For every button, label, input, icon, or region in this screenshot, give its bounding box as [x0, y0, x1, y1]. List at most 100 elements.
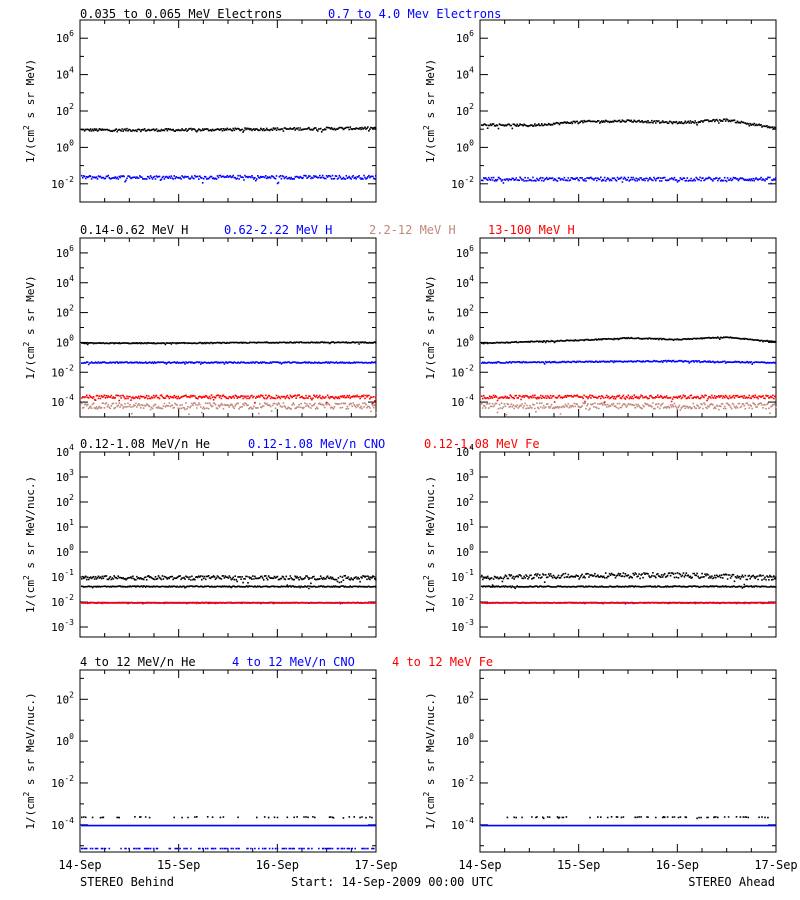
- y-tick-label: 10-3: [451, 618, 474, 634]
- y-tick-label: 106: [56, 244, 74, 260]
- legend-row2-item1: 0.14-0.62 MeV H: [80, 223, 188, 237]
- plot-frame: [79, 451, 377, 638]
- y-tick-label: 103: [56, 468, 74, 484]
- series-points: [481, 601, 777, 605]
- legend-row3-item1: 0.12-1.08 MeV/n He: [80, 437, 210, 451]
- y-tick-label: 101: [56, 518, 74, 534]
- series-3: [481, 601, 777, 605]
- footer-start-time: Start: 14-Sep-2009 00:00 UTC: [291, 875, 493, 889]
- panel-r3-behind: 104 103 102 101 100 10-1 10-2 10-3 1/(cm2 s sr M…: [22, 443, 377, 638]
- plot-frame: [479, 669, 777, 853]
- y-tick-label: 102: [56, 493, 74, 509]
- y-tick-label: 10-1: [451, 568, 474, 584]
- legend-row4-item2: 4 to 12 MeV/n CNO: [232, 655, 355, 669]
- series-0: [81, 341, 377, 346]
- plot-frame: [79, 237, 377, 418]
- y-tick-label: 10-1: [51, 568, 74, 584]
- series-2: [481, 402, 777, 416]
- series-points: [481, 176, 777, 185]
- series-points: [481, 572, 777, 586]
- series-points: [481, 585, 777, 590]
- series-0: [481, 336, 777, 345]
- series-1: [481, 824, 777, 827]
- series-3: [81, 601, 377, 605]
- y-tick-label: 10-2: [451, 593, 474, 609]
- series-points: [81, 361, 377, 366]
- y-tick-label: 102: [56, 102, 74, 118]
- y-tick-label: 104: [456, 443, 474, 459]
- y-tick-label: 10-2: [51, 175, 74, 191]
- y-tick-label: 102: [456, 493, 474, 509]
- series-points: [506, 816, 769, 820]
- panel-r4-behind: 102 100 10-2 10-4 14-Sep 15-Sep 16-Sep 17-Sep 1/…: [22, 669, 398, 872]
- series-0: [481, 118, 777, 130]
- y-axis-label: 1/(cm2 s sr MeV/nuc.): [22, 476, 37, 613]
- y-tick-label: 100: [456, 333, 474, 349]
- y-tick-label: 10-2: [51, 363, 74, 379]
- series-points: [481, 118, 777, 130]
- x-tick-label: 16-Sep: [256, 858, 299, 872]
- series-0: [81, 816, 373, 819]
- x-tick-label: 15-Sep: [557, 858, 600, 872]
- x-tick-label: 17-Sep: [354, 858, 397, 872]
- x-tick-label: 14-Sep: [58, 858, 101, 872]
- y-tick-label: 102: [456, 102, 474, 118]
- legend-row2-item3: 2.2-12 MeV H: [369, 223, 456, 237]
- plot-frame: [479, 451, 777, 638]
- series-points: [81, 126, 377, 133]
- series-points: [81, 394, 377, 405]
- series-points: [81, 847, 375, 850]
- y-tick-label: 10-3: [51, 618, 74, 634]
- series-1: [81, 174, 377, 185]
- panel-r1-behind: 106 104 102 100 10-2 1/(cm2 s sr MeV): [22, 19, 377, 203]
- plot-frame: [479, 237, 777, 418]
- x-tick-label: 15-Sep: [157, 858, 200, 872]
- y-tick-label: 106: [456, 244, 474, 260]
- series-points: [81, 402, 377, 416]
- y-tick-label: 100: [56, 138, 74, 154]
- series-1: [481, 359, 777, 365]
- footer-spacecraft-ahead: STEREO Ahead: [688, 875, 775, 889]
- series-2: [81, 402, 377, 416]
- legend-row1-item1: 0.035 to 0.065 MeV Electrons: [80, 7, 282, 21]
- series-1: [481, 572, 777, 586]
- y-tick-label: 104: [456, 274, 474, 290]
- y-tick-label: 101: [456, 518, 474, 534]
- y-tick-label: 102: [56, 690, 74, 706]
- legend-row3-item2: 0.12-1.08 MeV/n CNO: [248, 437, 385, 451]
- legend-row4-item1: 4 to 12 MeV/n He: [80, 655, 196, 669]
- series-points: [81, 575, 377, 586]
- series-1: [81, 824, 377, 827]
- series-points: [481, 402, 777, 416]
- y-tick-label: 106: [56, 29, 74, 45]
- y-axis-label: 1/(cm2 s sr MeV): [22, 59, 37, 163]
- y-tick-label: 10-2: [51, 593, 74, 609]
- series-0: [81, 585, 377, 590]
- series-0: [81, 126, 377, 133]
- plot-frame: [79, 19, 377, 203]
- y-axis-label: 1/(cm2 s sr MeV): [422, 275, 437, 379]
- legend-row1-item2: 0.7 to 4.0 Mev Electrons: [328, 7, 501, 21]
- y-tick-label: 104: [56, 274, 74, 290]
- series-3: [81, 394, 377, 405]
- series-0: [506, 816, 769, 820]
- series-1: [81, 575, 377, 586]
- series-points: [481, 336, 777, 345]
- footer-spacecraft-behind: STEREO Behind: [80, 875, 174, 889]
- x-tick-label: 14-Sep: [458, 858, 501, 872]
- y-tick-label: 100: [456, 732, 474, 748]
- y-tick-label: 10-4: [51, 816, 74, 832]
- y-tick-label: 104: [56, 66, 74, 82]
- y-axis-label: 1/(cm2 s sr MeV/nuc.): [422, 476, 437, 613]
- y-tick-label: 10-2: [51, 774, 74, 790]
- y-axis-label: 1/(cm2 s sr MeV): [422, 59, 437, 163]
- series-points: [81, 816, 373, 819]
- y-tick-label: 100: [56, 333, 74, 349]
- series-points: [481, 394, 777, 403]
- y-tick-label: 102: [456, 304, 474, 320]
- x-tick-label: 16-Sep: [656, 858, 699, 872]
- series-points: [81, 341, 377, 346]
- legend-row3-item3: 0.12-1.08 MeV Fe: [424, 437, 540, 451]
- y-tick-label: 10-2: [451, 175, 474, 191]
